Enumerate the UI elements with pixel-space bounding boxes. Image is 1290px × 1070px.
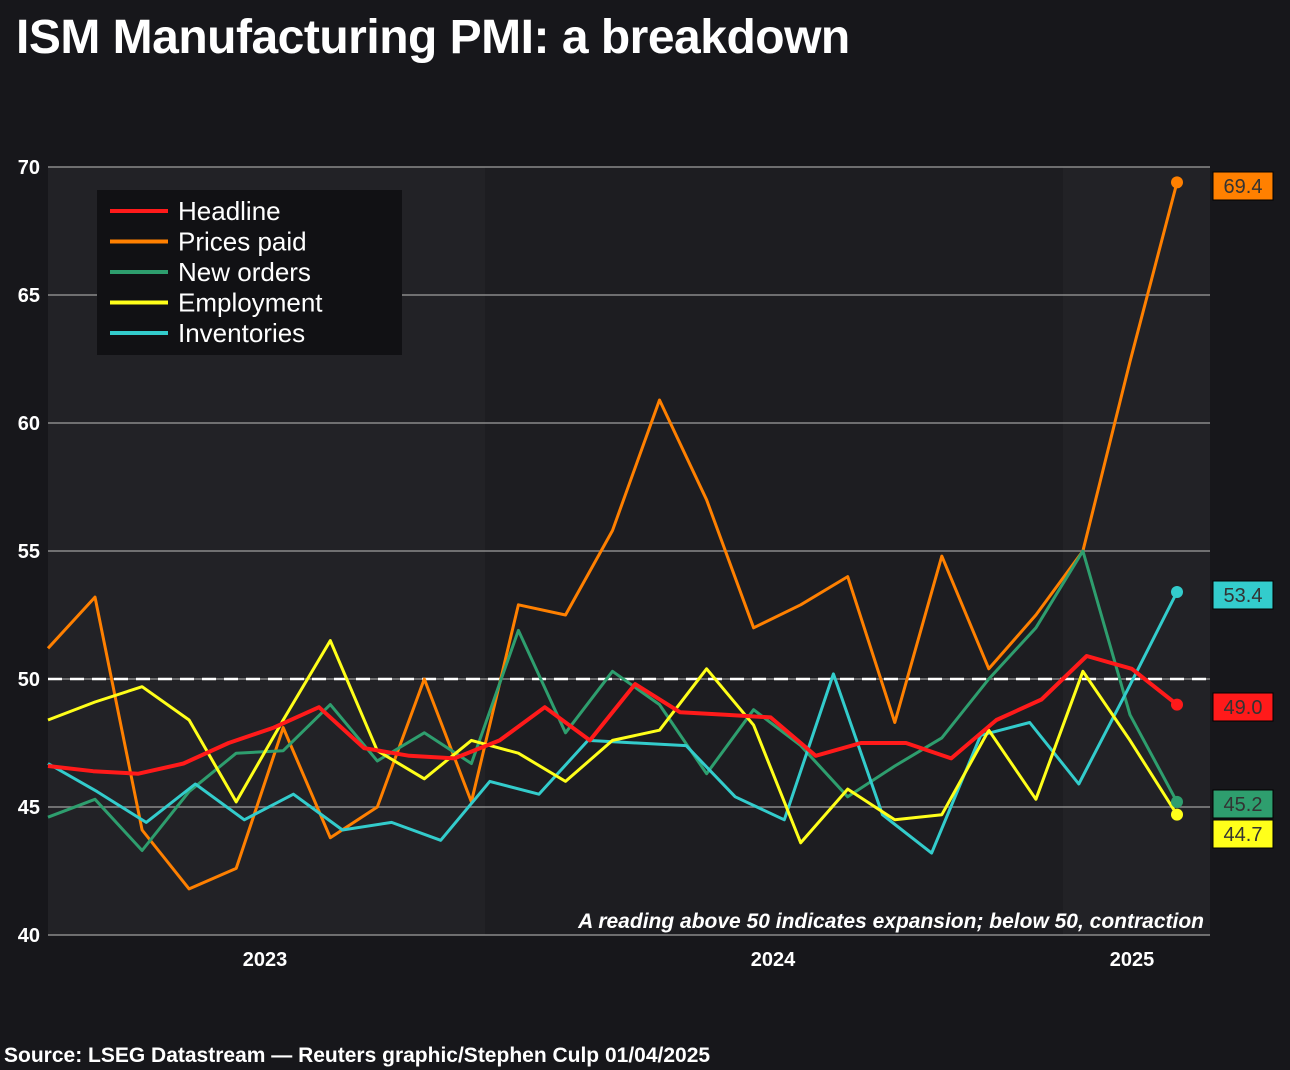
series-end-point bbox=[1171, 698, 1183, 711]
end-label-text: 69.4 bbox=[1224, 176, 1263, 198]
series-end-point bbox=[1171, 176, 1183, 189]
series-line-new-orders bbox=[47, 549, 1179, 852]
end-label-box bbox=[1212, 692, 1274, 722]
end-label-text: 45.2 bbox=[1224, 794, 1263, 816]
series-line-headline bbox=[47, 654, 1179, 776]
x-tick-label: 2025 bbox=[1110, 949, 1155, 971]
series-end-point bbox=[1171, 808, 1183, 821]
series-end-point bbox=[1171, 585, 1183, 598]
end-label-box bbox=[1212, 789, 1274, 819]
series-end-markers: 69.4 45.2 53.4 44.7 49.0 bbox=[1171, 171, 1274, 849]
series-end-point bbox=[1171, 795, 1183, 808]
annotation-text: A reading above 50 indicates expansion; … bbox=[577, 910, 1204, 933]
end-label-box bbox=[1212, 171, 1274, 201]
y-tick-label: 60 bbox=[18, 413, 40, 435]
x-tick-label: 2024 bbox=[751, 949, 796, 971]
x-tick-label: 2023 bbox=[243, 949, 288, 971]
y-tick-label: 65 bbox=[18, 285, 40, 307]
end-label-text: 49.0 bbox=[1224, 697, 1263, 719]
x-axis-ticks: 2023 2024 2025 bbox=[243, 949, 1155, 971]
y-axis-ticks: 40 45 50 55 60 65 70 bbox=[18, 157, 40, 947]
end-label-box bbox=[1212, 819, 1274, 849]
y-tick-label: 55 bbox=[18, 541, 40, 563]
series-line-employment bbox=[47, 639, 1179, 845]
legend-label: Employment bbox=[178, 288, 323, 318]
source-note: Source: LSEG Datastream — Reuters graphi… bbox=[4, 1044, 711, 1067]
series-line-prices-paid bbox=[46, 182, 1179, 891]
chart-title: ISM Manufacturing PMI: a breakdown bbox=[16, 11, 850, 64]
y-tick-label: 45 bbox=[18, 797, 40, 819]
end-label-text: 53.4 bbox=[1224, 585, 1263, 607]
y-tick-label: 70 bbox=[18, 157, 40, 179]
legend-label: New orders bbox=[178, 257, 311, 287]
legend-label: Prices paid bbox=[178, 227, 307, 257]
y-tick-label: 50 bbox=[18, 669, 40, 691]
legend-label: Inventories bbox=[178, 318, 305, 348]
series-lines bbox=[46, 182, 1179, 891]
end-label-text: 44.7 bbox=[1224, 824, 1263, 846]
end-label-box bbox=[1212, 580, 1274, 610]
y-tick-label: 40 bbox=[18, 925, 40, 947]
legend-label: Headline bbox=[178, 196, 281, 226]
